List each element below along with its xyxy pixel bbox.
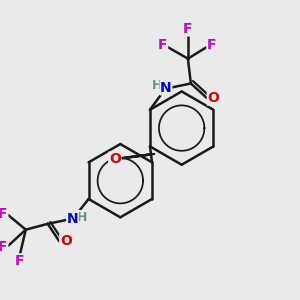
Text: H: H <box>152 79 162 92</box>
Text: F: F <box>207 38 216 52</box>
Text: N: N <box>67 212 78 226</box>
Text: F: F <box>183 22 193 36</box>
Text: F: F <box>0 207 8 220</box>
Text: N: N <box>160 81 172 95</box>
Text: H: H <box>77 211 87 224</box>
Text: F: F <box>15 254 25 268</box>
Text: O: O <box>60 234 72 248</box>
Text: O: O <box>109 152 121 166</box>
Text: F: F <box>158 38 167 52</box>
Text: O: O <box>207 91 219 105</box>
Text: F: F <box>0 240 8 254</box>
